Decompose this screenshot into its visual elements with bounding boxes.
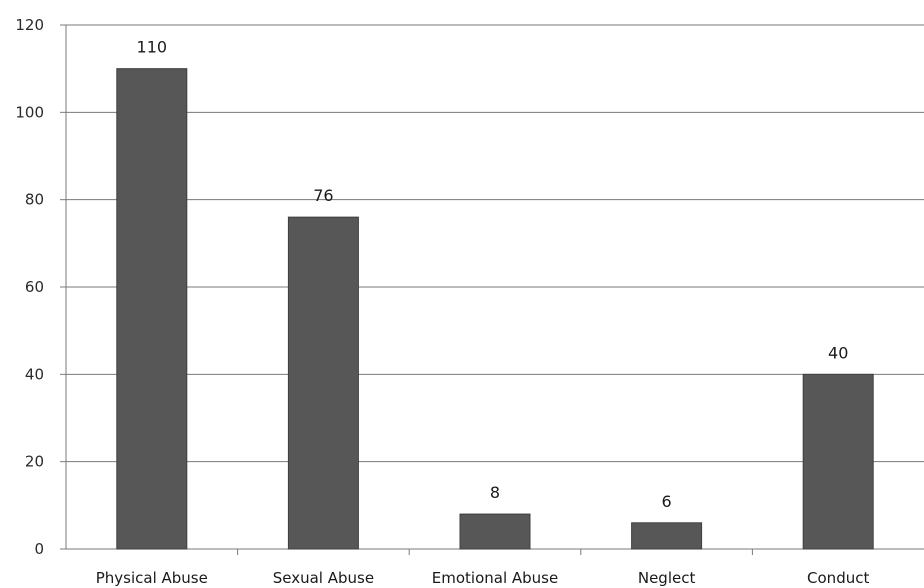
axes [60, 24, 924, 555]
labels: 0 20 40 60 80 100 120 110 Physical Abuse 76 Sexual… [15, 16, 869, 587]
y-tick-label: 0 [34, 540, 44, 558]
x-category-label: Sexual Abuse [273, 569, 374, 587]
data-label: 40 [828, 343, 848, 362]
bar-conduct [802, 373, 874, 550]
data-label: 8 [490, 483, 500, 502]
x-category-label: Neglect [638, 569, 696, 587]
y-tick-label: 20 [25, 453, 44, 471]
bar-emotional-abuse [459, 513, 531, 550]
x-category-label: Physical Abuse [96, 569, 208, 587]
y-tick-label: 120 [15, 16, 44, 34]
y-tick-label: 60 [25, 278, 44, 296]
data-label: 110 [137, 38, 168, 57]
y-tick-label: 100 [15, 103, 44, 121]
bar-physical-abuse [116, 68, 188, 550]
x-category-label: Conduct [807, 569, 869, 587]
y-tick-label: 80 [25, 191, 44, 209]
bar-neglect [631, 522, 703, 550]
x-category-label: Emotional Abuse [432, 569, 558, 587]
y-tick-label: 40 [25, 365, 44, 383]
gridlines [66, 24, 924, 463]
bars [116, 68, 874, 550]
data-label: 76 [313, 186, 333, 205]
data-label: 6 [662, 492, 672, 511]
bar-sexual-abuse [287, 216, 359, 550]
